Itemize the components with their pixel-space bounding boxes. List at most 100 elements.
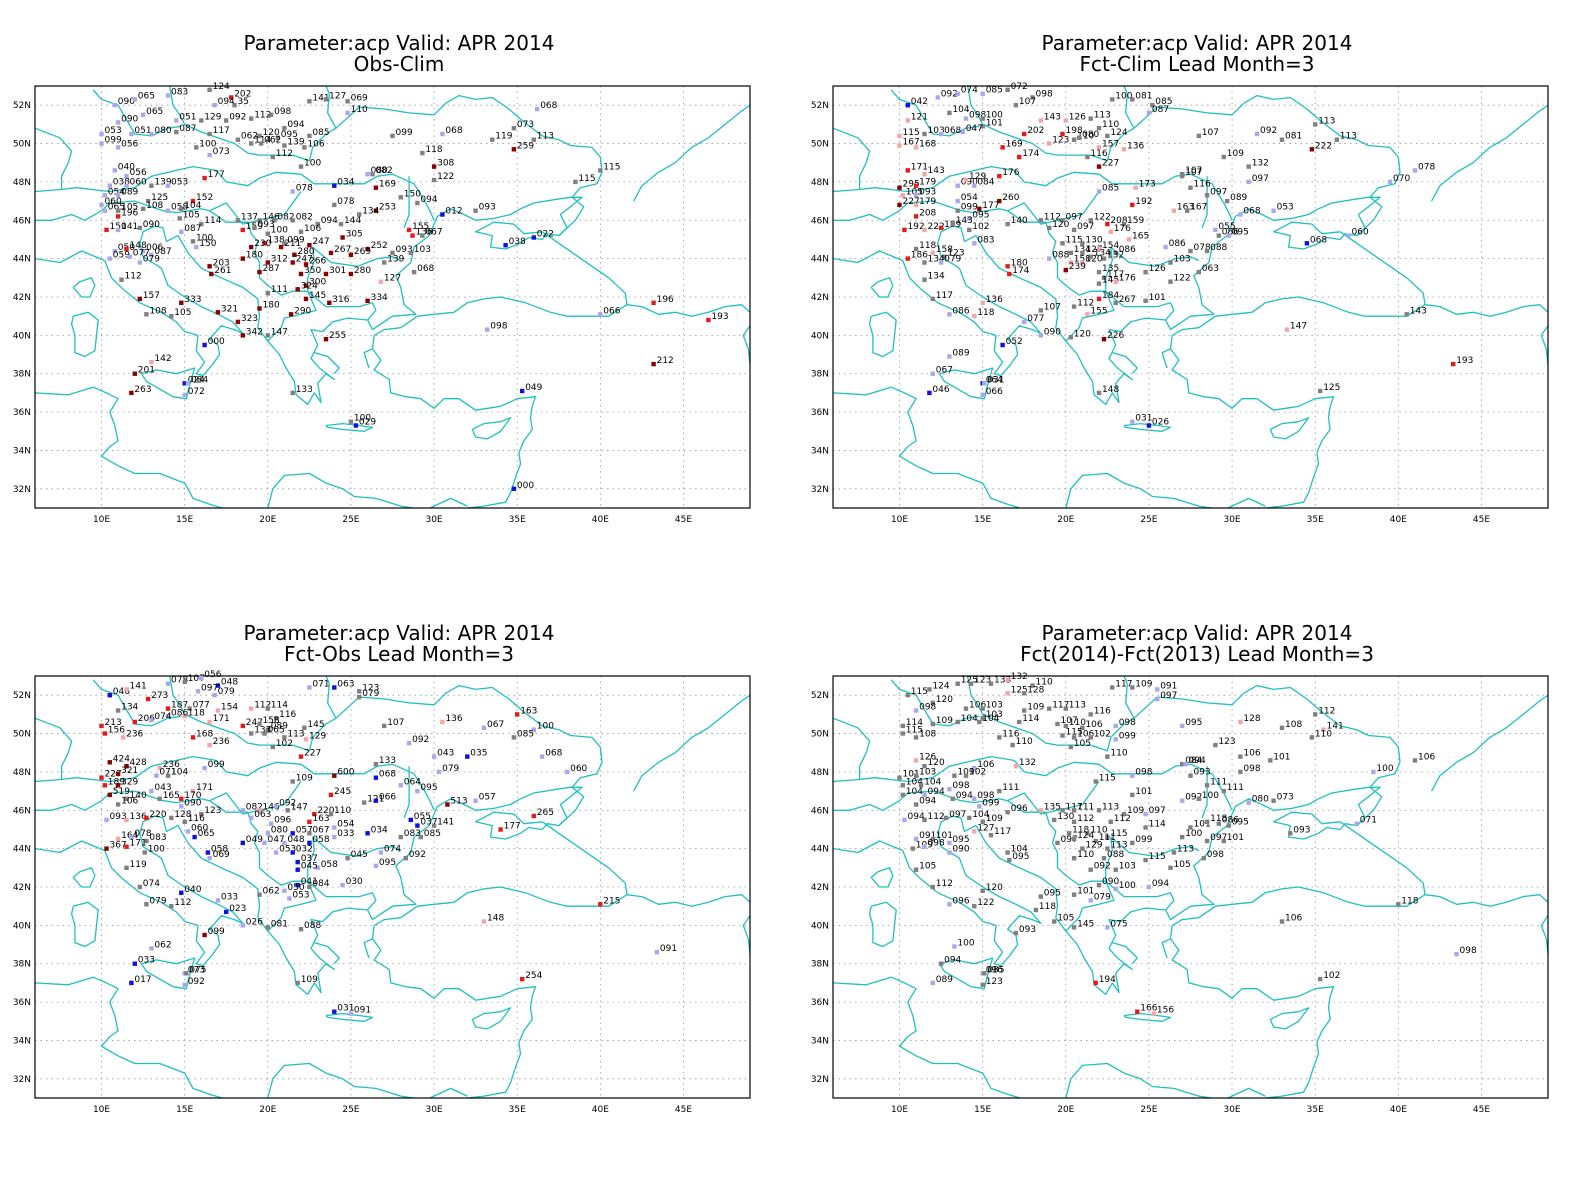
station-value-label: 112 (276, 149, 293, 159)
station-value-label: 114 (1022, 714, 1039, 724)
station-marker (257, 808, 262, 813)
station-value-label: 098 (1119, 718, 1136, 728)
station-marker (1221, 788, 1226, 794)
station-value-label: 092 (941, 90, 958, 100)
station-marker (1101, 275, 1107, 280)
station-value-label: 105 (1174, 860, 1191, 870)
station-value-label: 123 (974, 676, 991, 686)
station-marker (165, 93, 171, 98)
station-value-label: 169 (1006, 139, 1023, 149)
station-marker (910, 846, 915, 851)
station-marker (1088, 218, 1093, 223)
station-value-label: 130 (1057, 812, 1074, 822)
station-value-label: 111 (1099, 833, 1116, 843)
lat-tick-label: 52N (13, 101, 31, 111)
coastline (868, 311, 897, 358)
station-marker (268, 112, 274, 117)
station-value-label: 075 (1110, 919, 1127, 929)
station-value-label: 065 (198, 829, 215, 839)
station-value-label: 148 (130, 241, 147, 251)
station-marker (398, 834, 403, 840)
station-marker (902, 817, 907, 823)
station-value-label: 035 (470, 749, 487, 759)
station-value-label: 063 (337, 680, 354, 690)
station-value-label: 100 (1185, 829, 1202, 839)
station-marker (982, 381, 987, 386)
station-value-label: 135 (1044, 802, 1061, 812)
station-value-label: 054 (961, 193, 978, 203)
station-value-label: 090 (143, 220, 160, 230)
station-value-label: 150 (199, 239, 216, 249)
map-obs-clim: 10E 15E 20E 25E 30E 35E 40E 45E 32N 34N 36N 38N 40N 4… (13, 82, 751, 525)
station-marker (140, 112, 146, 117)
station-value-label: 104 (961, 714, 978, 724)
station-value-label: 109 (1027, 703, 1044, 713)
coastline (363, 348, 373, 369)
station-value-label: 136 (445, 714, 462, 724)
station-marker (922, 260, 927, 265)
station-value-label: 094 (218, 97, 235, 107)
station-value-label: 092 (229, 113, 246, 123)
station-value-label: 109 (1227, 149, 1244, 159)
station-marker (99, 141, 104, 146)
station-value-label: 236 (126, 729, 143, 739)
station-marker (950, 796, 955, 801)
station-marker (235, 218, 241, 223)
station-marker (927, 390, 932, 396)
station-marker (431, 164, 437, 169)
station-marker (265, 260, 270, 265)
station-marker (1110, 97, 1115, 102)
station-value-label: 074 (154, 712, 171, 722)
station-value-label: 060 (191, 823, 208, 833)
station-marker (112, 248, 117, 254)
station-marker (224, 118, 229, 123)
station-marker (182, 381, 187, 386)
station-marker (1080, 260, 1085, 265)
station-value-label: 042 (911, 97, 928, 107)
station-marker (290, 390, 295, 396)
station-marker (1096, 882, 1102, 888)
station-value-label: 098 (977, 791, 994, 801)
coastline (833, 165, 1233, 221)
station-value-label: 323 (241, 314, 258, 324)
station-value-label: 080 (271, 825, 288, 835)
station-marker (1309, 147, 1315, 152)
station-marker (115, 120, 121, 125)
station-value-label: 171 (213, 714, 230, 724)
station-value-label: 033 (337, 829, 354, 839)
coastlines (35, 676, 750, 1098)
station-marker (240, 840, 245, 846)
station-value-label: 080 (154, 126, 171, 136)
station-value-label: 165 (163, 791, 180, 801)
station-marker (357, 689, 362, 694)
lat-tick-label: 46N (811, 216, 829, 226)
station-marker (107, 760, 112, 765)
station-value-label: 101 (1194, 820, 1211, 830)
coastline (471, 417, 512, 440)
station-value-label: 203 (213, 258, 230, 268)
station-value-label: 032 (296, 845, 313, 855)
station-marker (922, 172, 927, 177)
coastline (1105, 880, 1175, 911)
station-value-label: 117 (213, 126, 230, 136)
station-value-label: 109 (301, 975, 318, 985)
station-value-label: 110 (1077, 850, 1094, 860)
lat-tick-label: 40N (13, 331, 31, 341)
station-value-label: 074 (961, 86, 978, 96)
station-value-label: 177 (982, 201, 999, 211)
station-marker (922, 792, 927, 798)
station-marker (212, 103, 217, 108)
station-value-label: 145 (1102, 276, 1119, 286)
station-value-label: 040 (184, 885, 201, 895)
station-marker (157, 765, 162, 771)
station-marker (913, 246, 919, 252)
station-marker (1113, 723, 1118, 729)
station-value-label: 026 (1152, 418, 1169, 428)
station-value-label: 122 (977, 898, 994, 908)
station-marker (1047, 256, 1052, 261)
station-marker (980, 819, 985, 824)
station-marker (295, 867, 300, 872)
coastline (1424, 894, 1548, 907)
station-value-label: 099 (1135, 835, 1152, 845)
station-value-label: 120 (1074, 329, 1091, 339)
